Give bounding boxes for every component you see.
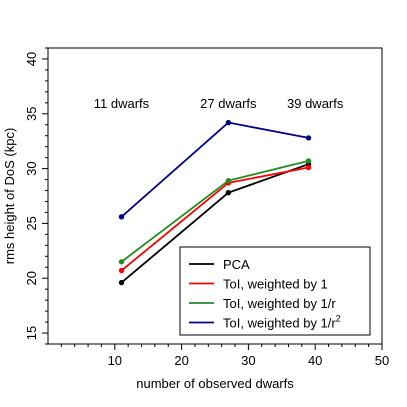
legend: PCA ToI, weighted by 1 ToI, weighted by 1/… xyxy=(179,246,371,336)
data-point xyxy=(305,135,312,141)
data-point xyxy=(225,119,232,126)
x-tick-label: 20 xyxy=(174,353,188,368)
y-axis-label: rms height of DoS (kpc) xyxy=(2,128,17,265)
legend-box xyxy=(179,246,371,336)
annotation-label: 39 dwarfs xyxy=(287,96,344,111)
x-tick-label: 10 xyxy=(108,353,122,368)
data-point xyxy=(118,279,125,286)
x-tick-label: 50 xyxy=(375,353,389,368)
data-point xyxy=(118,267,125,274)
series-4 xyxy=(118,119,312,220)
series-layer xyxy=(118,119,312,286)
data-point xyxy=(225,190,232,196)
series-3 xyxy=(118,158,312,265)
legend-label: ToI, weighted by 1 xyxy=(223,277,328,292)
legend-label: ToI, weighted by 1/r xyxy=(223,296,336,311)
y-axis: 15 20 25 30 35 40 xyxy=(24,47,48,345)
legend-label: ToI, weighted by 1/r2 xyxy=(223,314,341,331)
y-tick-label: 40 xyxy=(24,52,39,66)
x-axis-label: number of observed dwarfs xyxy=(136,376,294,391)
y-tick-label: 20 xyxy=(24,271,39,285)
data-point xyxy=(305,164,312,171)
annotation-label: 11 dwarfs xyxy=(94,96,150,111)
series-line xyxy=(120,121,309,218)
data-point xyxy=(305,158,312,164)
x-axis: 10 20 30 40 50 xyxy=(60,344,389,368)
y-tick-label: 30 xyxy=(24,161,39,175)
data-point xyxy=(225,177,232,184)
data-point xyxy=(118,259,125,265)
x-tick-label: 30 xyxy=(241,353,255,368)
y-tick-label: 25 xyxy=(24,216,39,230)
data-point xyxy=(118,214,125,220)
annotation-label: 27 dwarfs xyxy=(200,96,257,111)
x-tick-label: 40 xyxy=(308,353,322,368)
y-tick-label: 15 xyxy=(24,326,39,340)
plot-frame xyxy=(47,47,383,345)
legend-label: PCA xyxy=(223,257,250,272)
annotations: 11 dwarfs 27 dwarfs 39 dwarfs xyxy=(94,96,344,111)
y-tick-label: 35 xyxy=(24,107,39,121)
